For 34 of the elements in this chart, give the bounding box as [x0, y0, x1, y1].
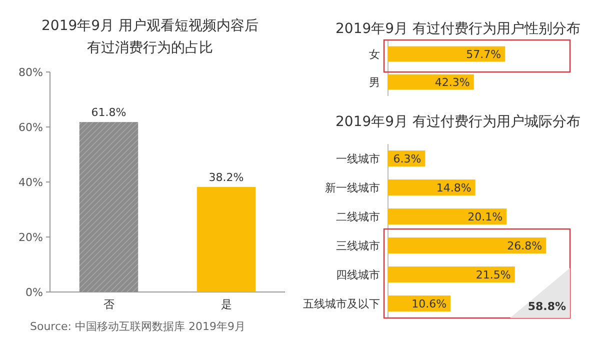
y-tick-label: 五线城市及以下	[303, 298, 380, 310]
data-label: 42.3%	[434, 76, 470, 89]
data-label: 26.8%	[507, 240, 542, 252]
data-label: 61.8%	[91, 106, 126, 120]
y-tick-label: 二线城市	[336, 210, 380, 224]
chart-title: 2019年9月 用户观看短视频内容后有过消费行为的占比	[42, 18, 258, 56]
y-tick-label: 40%	[18, 176, 43, 189]
source-note: Source: 中国移动互联网数据库 2019年9月	[30, 320, 246, 333]
y-tick-label: 男	[369, 76, 380, 89]
bar	[388, 208, 507, 224]
y-tick-label: 新一线城市	[325, 182, 380, 194]
chart-title: 2019年9月 有过付费行为用户性别分布	[336, 21, 580, 37]
chart-title: 2019年9月 有过付费行为用户城际分布	[336, 114, 580, 130]
data-label: 38.2%	[208, 170, 244, 184]
x-tick-label: 否	[103, 298, 114, 311]
data-label: 20.1%	[468, 210, 503, 224]
y-tick-label: 三线城市	[336, 240, 380, 252]
bar	[388, 180, 476, 196]
y-tick-label: 一线城市	[336, 152, 380, 166]
y-tick-label: 80%	[18, 66, 43, 79]
bar	[388, 238, 546, 254]
x-tick-label: 是	[220, 298, 232, 311]
data-label: 57.7%	[466, 48, 502, 61]
y-tick-label: 20%	[18, 231, 43, 244]
data-label: 14.8%	[436, 182, 472, 194]
annotation: 58.8%	[528, 300, 566, 313]
data-label: 10.6%	[412, 298, 447, 310]
y-tick-label: 女	[369, 48, 380, 61]
data-label: 21.5%	[476, 268, 511, 282]
y-tick-label: 60%	[18, 121, 43, 134]
y-tick-label: 四线城市	[336, 268, 380, 282]
bar	[388, 266, 515, 282]
y-tick-label: 0%	[26, 286, 43, 299]
data-label: 6.3%	[393, 152, 422, 166]
